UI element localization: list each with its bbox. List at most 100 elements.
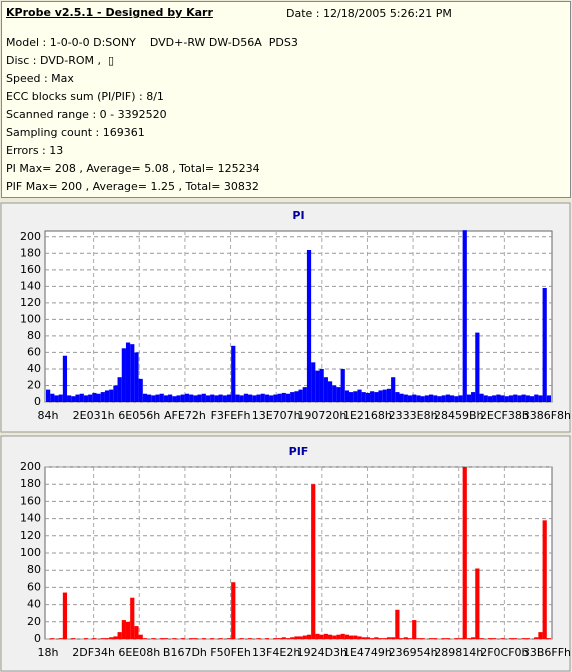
bar bbox=[323, 377, 328, 402]
bar bbox=[386, 388, 392, 402]
bar bbox=[121, 620, 126, 639]
y-tick-label: 120 bbox=[20, 296, 41, 309]
bar bbox=[508, 638, 514, 639]
x-tick-label: 1E2168h bbox=[343, 409, 392, 422]
bar bbox=[100, 638, 105, 639]
bar bbox=[412, 620, 417, 639]
date: Date : 12/18/2005 5:26:21 PM bbox=[286, 7, 452, 20]
y-tick-label: 140 bbox=[20, 512, 41, 525]
bar bbox=[273, 638, 278, 639]
bar bbox=[428, 394, 434, 402]
bar bbox=[424, 395, 429, 402]
bar bbox=[323, 633, 328, 639]
y-tick-label: 160 bbox=[20, 494, 41, 507]
bar bbox=[479, 393, 484, 402]
bar bbox=[231, 345, 236, 402]
bar bbox=[222, 395, 227, 402]
bar bbox=[201, 393, 206, 402]
bar bbox=[210, 394, 215, 402]
bar bbox=[50, 638, 55, 639]
bar bbox=[109, 389, 114, 402]
bar bbox=[395, 609, 400, 639]
bar bbox=[466, 394, 472, 402]
bar bbox=[525, 638, 530, 639]
x-tick-label: 6E056h bbox=[118, 409, 160, 422]
info-line: PI Max= 208 , Average= 5.08 , Total= 125… bbox=[6, 162, 260, 175]
bar bbox=[285, 393, 291, 402]
bar bbox=[361, 392, 366, 402]
bar bbox=[433, 395, 438, 402]
bar bbox=[239, 395, 244, 402]
x-tick-label: 236954h bbox=[389, 646, 438, 659]
bar bbox=[445, 638, 450, 639]
y-tick-label: 20 bbox=[27, 378, 41, 391]
bar bbox=[189, 394, 194, 402]
chart-title: PIF bbox=[289, 445, 309, 458]
bar bbox=[214, 395, 219, 402]
bar bbox=[46, 389, 51, 402]
chart-panel bbox=[0, 435, 571, 672]
bar bbox=[391, 377, 396, 402]
bar bbox=[454, 638, 459, 639]
bar bbox=[534, 394, 539, 402]
bar bbox=[521, 638, 526, 639]
bar bbox=[475, 332, 480, 402]
bar bbox=[370, 391, 375, 402]
bar bbox=[353, 391, 358, 402]
bar bbox=[349, 635, 354, 639]
bar bbox=[391, 637, 396, 639]
bar bbox=[471, 637, 476, 639]
bar bbox=[542, 520, 547, 639]
bar bbox=[218, 638, 223, 639]
bar bbox=[189, 638, 194, 639]
bar bbox=[184, 393, 190, 402]
bar bbox=[273, 394, 278, 402]
bar bbox=[433, 638, 438, 639]
bar bbox=[370, 638, 375, 639]
info-line: Speed : Max bbox=[6, 72, 74, 85]
bar bbox=[134, 626, 139, 639]
bar bbox=[462, 230, 467, 402]
bar bbox=[542, 288, 547, 402]
bar bbox=[319, 634, 324, 639]
bar bbox=[277, 638, 282, 639]
bar bbox=[134, 352, 139, 402]
bar bbox=[311, 362, 316, 402]
bar bbox=[458, 395, 463, 402]
bar bbox=[104, 638, 110, 639]
bar bbox=[487, 396, 493, 402]
info-line: Disc : DVD-ROM , ▯ bbox=[6, 54, 115, 67]
bar bbox=[163, 395, 169, 402]
chart-title: PI bbox=[292, 209, 304, 222]
info-line: Scanned range : 0 - 3392520 bbox=[6, 108, 167, 121]
y-tick-label: 80 bbox=[27, 563, 41, 576]
bar bbox=[58, 394, 63, 402]
bar bbox=[517, 395, 522, 402]
bar bbox=[92, 638, 97, 639]
x-tick-label: 190720h bbox=[297, 409, 346, 422]
bar bbox=[336, 634, 341, 639]
bar bbox=[130, 597, 135, 639]
app-title: KProbe v2.5.1 - Designed by Karr bbox=[6, 6, 213, 19]
bar bbox=[500, 638, 505, 639]
bar bbox=[130, 344, 135, 402]
y-tick-label: 60 bbox=[27, 580, 41, 593]
bar bbox=[252, 395, 257, 402]
bar bbox=[353, 635, 358, 639]
bar bbox=[399, 638, 404, 639]
bar bbox=[508, 395, 514, 402]
bar bbox=[260, 393, 265, 402]
bar bbox=[256, 394, 261, 402]
y-tick-label: 140 bbox=[20, 279, 41, 292]
bar bbox=[226, 394, 232, 402]
x-tick-label: F3FEFh bbox=[211, 409, 251, 422]
bar bbox=[201, 638, 206, 639]
bar bbox=[75, 394, 80, 402]
bar bbox=[277, 393, 282, 402]
bar bbox=[290, 392, 295, 402]
bar bbox=[382, 638, 387, 639]
bar bbox=[487, 638, 493, 639]
bar bbox=[378, 638, 383, 639]
x-tick-label: 289814h bbox=[434, 646, 483, 659]
